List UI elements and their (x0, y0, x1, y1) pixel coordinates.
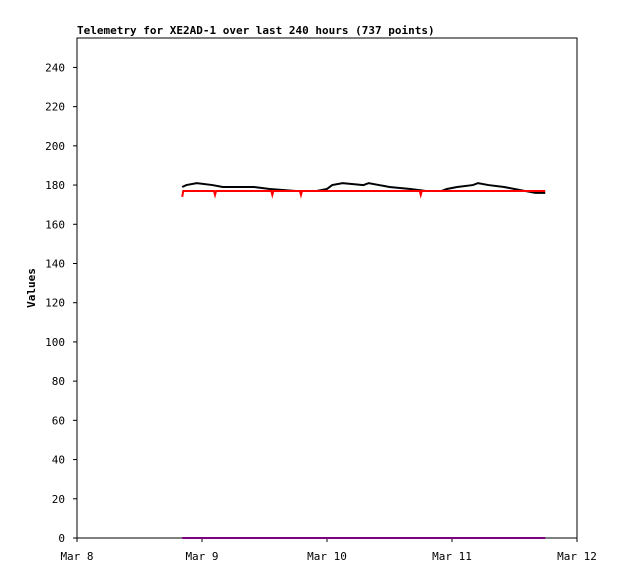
chart-title: Telemetry for XE2AD-1 over last 240 hour… (77, 24, 435, 37)
plot-frame (76, 37, 578, 539)
line-series (181, 189, 546, 199)
y-tick-label: 180 (45, 179, 65, 192)
y-tick-label: 40 (52, 454, 65, 467)
x-tick-label: Mar 12 (557, 550, 597, 563)
x-tick-label: Mar 10 (307, 550, 347, 563)
y-tick-label: 220 (45, 101, 65, 114)
x-tick-label: Mar 9 (185, 550, 218, 563)
y-tick-label: 240 (45, 61, 65, 74)
y-tick-label: 0 (58, 532, 65, 545)
line-series (181, 182, 546, 194)
y-tick-label: 140 (45, 257, 65, 270)
y-tick-label: 100 (45, 336, 65, 349)
x-tick-label: Mar 11 (432, 550, 472, 563)
y-tick-label: 20 (52, 493, 65, 506)
y-tick-label: 80 (52, 375, 65, 388)
y-tick-label: 120 (45, 297, 65, 310)
y-tick-label: 60 (52, 414, 65, 427)
x-tick-label: Mar 8 (60, 550, 93, 563)
y-tick-label: 200 (45, 140, 65, 153)
y-axis-label: Values (25, 268, 38, 308)
y-tick-label: 160 (45, 218, 65, 231)
